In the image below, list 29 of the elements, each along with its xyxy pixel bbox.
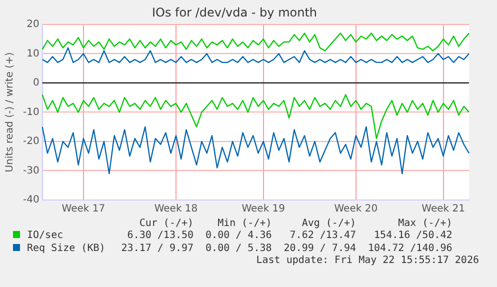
x-tick-label: Week 21 [422,204,465,215]
text: Cur (-/+) [138,218,195,229]
y-axis-title: Units read (-) / write (+) [4,52,16,172]
y-tick-label: -40 [22,194,40,206]
legend-label: IO/sec [26,229,64,242]
text: Min (-/+) [216,218,273,229]
y-tick-label: 20 [26,18,40,30]
x-tick-label: Week 18 [154,204,198,215]
text: 6.30 /13.50 [126,229,195,242]
y-tick-label: -30 [22,165,40,176]
x-tick-label: Week 19 [242,204,286,215]
y-tick-label: -10 [22,106,40,118]
text: 154.16 /50.42 [373,229,454,242]
text: 23.17 / 9.97 [120,242,195,255]
legend-label: Req Size (KB) [26,242,106,255]
x-tick-label: Week 17 [62,204,106,215]
y-tick-label: 0 [32,78,40,89]
y-tick-label: -20 [22,136,40,148]
text: Avg (-/+) [300,218,358,229]
text: 104.72 /140.96 [367,242,454,255]
chart-title: IOs for /dev/vda - by month [152,5,318,20]
text: 0.00 / 5.38 [204,242,273,255]
text: 20.99 / 7.94 [282,242,358,255]
text: Last update: Fri May 22 15:55:17 2026 [255,255,480,266]
text: 7.62 /13.47 [288,229,358,242]
y-tick-label: 10 [26,48,40,60]
text: Max (-/+) [397,218,454,229]
text: 0.00 / 4.36 [204,229,273,242]
x-tick-label: Week 20 [334,204,378,215]
